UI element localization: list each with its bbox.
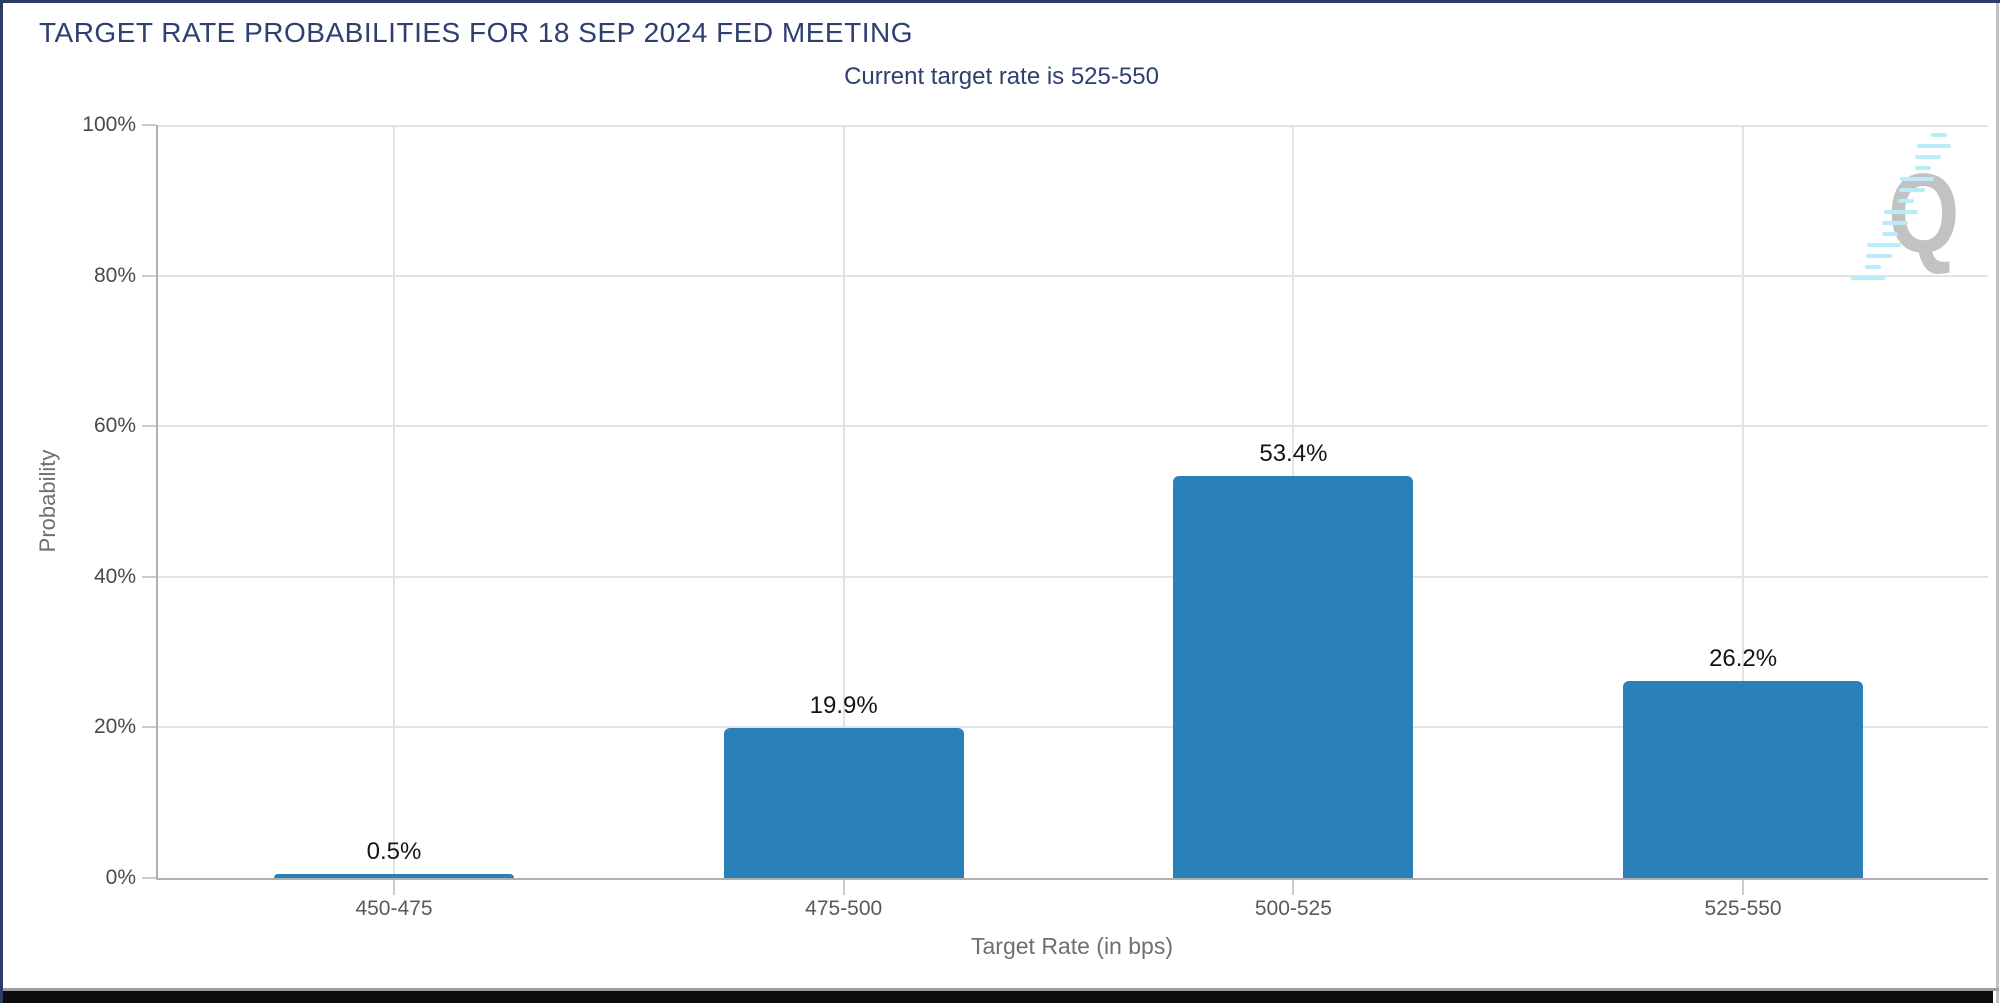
y-gridline — [158, 575, 1988, 578]
bar-450-475 — [274, 874, 514, 878]
chart-title: TARGET RATE PROBABILITIES FOR 18 SEP 202… — [39, 17, 913, 48]
y-tick-mark — [142, 726, 156, 729]
watermark-dash — [1882, 221, 1908, 225]
y-tick-mark — [142, 274, 156, 277]
watermark-dash — [1850, 276, 1885, 280]
bar-value-label: 19.9% — [809, 692, 878, 720]
x-axis-line — [156, 878, 1988, 880]
watermark-dash — [1916, 144, 1951, 148]
y-tick-label: 100% — [82, 113, 136, 136]
y-tick-label: 40% — [93, 564, 136, 588]
bottom-black-bar — [3, 991, 1993, 1003]
y-gridline — [158, 726, 1988, 729]
y-tick-label: 60% — [93, 414, 136, 438]
y-tick-label: 0% — [105, 866, 136, 889]
y-tick-mark — [142, 425, 156, 428]
frame-bottom-border — [3, 988, 1999, 991]
x-gridline — [842, 125, 845, 878]
y-gridline — [158, 274, 1988, 277]
y-tick-label: 80% — [93, 263, 136, 287]
plot-area: 0% 20% 40% 60% 80% 100% 450-475 0.5% 475-500 19.9… — [82, 113, 1988, 920]
watermark-dash — [1931, 133, 1947, 137]
x-tick-mark — [842, 880, 845, 895]
x-gridline — [1742, 125, 1745, 878]
watermark-dash — [1898, 188, 1925, 192]
y-tick-mark — [142, 124, 156, 126]
x-gridline — [393, 125, 395, 878]
watermark-dash — [1914, 166, 1931, 170]
watermark-q-letter: Q — [1888, 151, 1960, 276]
x-tick-mark — [1292, 880, 1295, 895]
bar-value-label: 26.2% — [1709, 644, 1778, 672]
x-tick-label: 475-500 — [805, 897, 883, 920]
watermark-logo: Q — [1843, 118, 2000, 298]
watermark-dash — [1900, 177, 1934, 181]
x-tick-label: 525-550 — [1704, 897, 1782, 920]
x-tick-mark — [393, 880, 395, 895]
watermark-dash — [1865, 254, 1892, 258]
chart-subtitle: Current target rate is 525-550 — [844, 63, 1159, 90]
y-tick-mark — [142, 877, 156, 879]
x-tick-label: 500-525 — [1254, 897, 1332, 920]
watermark-dash — [1883, 210, 1918, 214]
frame-right-border — [1996, 3, 1999, 1003]
y-axis-title: Probability — [35, 449, 60, 553]
bar-value-label: 53.4% — [1259, 439, 1328, 467]
y-gridline — [158, 425, 1988, 428]
y-gridline — [158, 125, 1988, 127]
watermark-dash — [1915, 155, 1941, 159]
watermark-dash — [1898, 199, 1914, 203]
bar-value-label: 0.5% — [366, 838, 422, 866]
watermark-dash — [1865, 265, 1881, 269]
x-tick-label: 450-475 — [355, 897, 433, 920]
y-tick-label: 20% — [93, 715, 136, 739]
watermark-dash — [1881, 232, 1898, 236]
bar-525-550 — [1623, 680, 1864, 878]
y-axis-line — [156, 125, 158, 880]
y-tick-mark — [142, 575, 156, 578]
x-axis-title: Target Rate (in bps) — [971, 933, 1173, 959]
bar-475-500 — [723, 728, 964, 878]
watermark-dash — [1867, 243, 1901, 247]
x-tick-mark — [1742, 880, 1745, 895]
bar-500-525 — [1173, 475, 1414, 878]
